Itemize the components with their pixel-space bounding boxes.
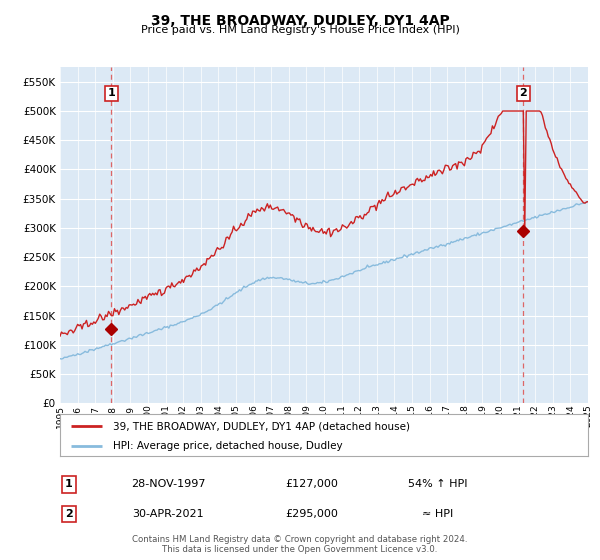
Text: Contains HM Land Registry data © Crown copyright and database right 2024.: Contains HM Land Registry data © Crown c… [132,535,468,544]
Text: 1: 1 [65,479,73,489]
Text: This data is licensed under the Open Government Licence v3.0.: This data is licensed under the Open Gov… [163,545,437,554]
Text: 30-APR-2021: 30-APR-2021 [132,509,204,519]
Text: £295,000: £295,000 [286,509,338,519]
Text: 28-NOV-1997: 28-NOV-1997 [131,479,205,489]
Text: £127,000: £127,000 [286,479,338,489]
Text: 2: 2 [65,509,73,519]
Text: ≈ HPI: ≈ HPI [422,509,454,519]
Text: HPI: Average price, detached house, Dudley: HPI: Average price, detached house, Dudl… [113,441,343,451]
Text: 54% ↑ HPI: 54% ↑ HPI [408,479,468,489]
Text: 2: 2 [520,88,527,99]
Text: 39, THE BROADWAY, DUDLEY, DY1 4AP: 39, THE BROADWAY, DUDLEY, DY1 4AP [151,14,449,28]
Text: 39, THE BROADWAY, DUDLEY, DY1 4AP (detached house): 39, THE BROADWAY, DUDLEY, DY1 4AP (detac… [113,421,410,431]
Text: Price paid vs. HM Land Registry's House Price Index (HPI): Price paid vs. HM Land Registry's House … [140,25,460,35]
Text: 1: 1 [107,88,115,99]
